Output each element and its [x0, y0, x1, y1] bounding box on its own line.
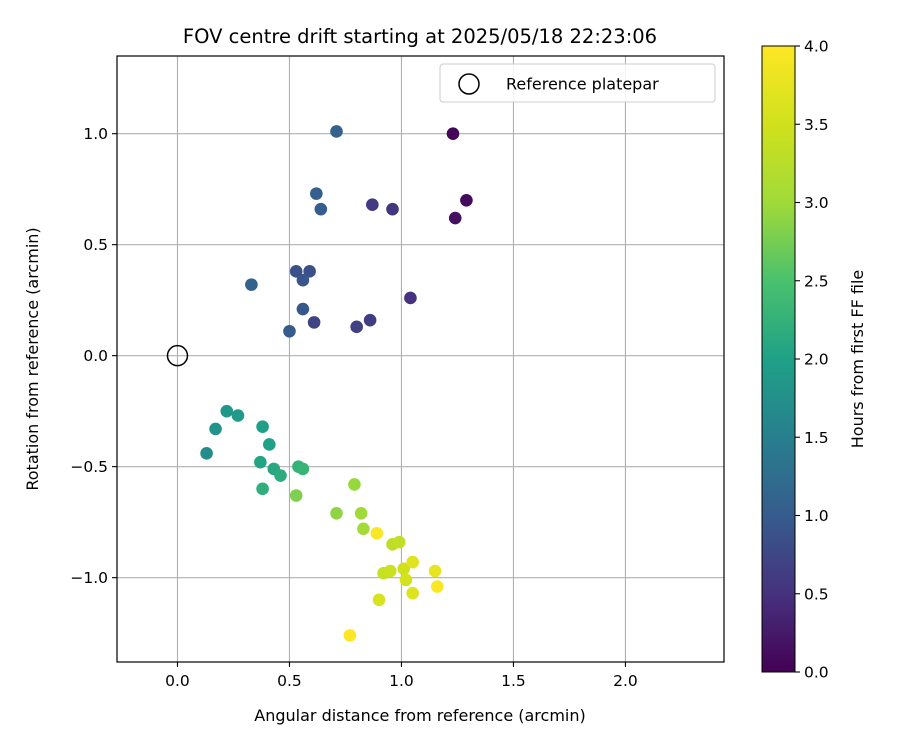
x-tick-label: 1.5 — [501, 672, 526, 690]
data-point — [372, 593, 386, 607]
data-point — [386, 202, 399, 216]
colorbar-tick-label: 4.0 — [804, 38, 829, 56]
x-tick-label: 0.5 — [277, 672, 302, 690]
data-point — [289, 489, 303, 502]
data-point — [448, 211, 462, 225]
reference-point-layer — [166, 344, 189, 367]
data-point — [348, 478, 361, 491]
data-point — [245, 278, 258, 291]
data-point — [256, 482, 269, 496]
data-point — [296, 302, 310, 316]
y-tick-label: 0.0 — [83, 347, 108, 365]
x-axis-ticks: 0.0 0.5 1.0 1.5 2.0 — [165, 662, 638, 690]
y-axis-label: Rotation from reference (arcmin) — [23, 227, 42, 490]
data-point — [307, 316, 321, 329]
data-point — [256, 420, 269, 434]
data-point — [399, 573, 413, 587]
data-point — [330, 125, 343, 138]
data-point — [446, 127, 460, 140]
legend-open-circle-marker — [458, 73, 480, 95]
x-tick-label: 2.0 — [613, 672, 638, 690]
data-point — [363, 313, 377, 327]
y-tick-label: 0.5 — [83, 236, 108, 254]
data-point — [366, 198, 379, 212]
y-tick-label: −1.0 — [70, 569, 108, 587]
data-points — [200, 125, 473, 642]
data-point — [274, 469, 287, 482]
data-point — [430, 580, 444, 593]
data-point — [392, 535, 406, 549]
colorbar-gradient — [761, 45, 796, 673]
data-point — [383, 564, 397, 578]
x-tick-label: 1.0 — [389, 672, 414, 690]
colorbar-tick-label: 2.0 — [804, 351, 829, 369]
reference-platepar-marker — [166, 344, 189, 367]
legend-entry-reference-platepar: Reference platepar — [506, 75, 659, 94]
data-point — [397, 562, 411, 576]
data-point — [406, 586, 419, 600]
data-point — [220, 404, 234, 418]
y-axis-ticks: −1.0 −0.5 0.0 0.5 1.0 — [70, 125, 117, 587]
legend-box — [439, 63, 716, 103]
data-point — [406, 555, 419, 569]
colorbar-tick-label: 3.5 — [804, 116, 829, 134]
x-axis-label: Angular distance from reference (arcmin) — [254, 706, 585, 725]
plot-frame — [116, 55, 725, 663]
data-point — [209, 422, 222, 436]
data-point — [231, 409, 245, 422]
data-point — [303, 265, 316, 278]
data-point — [200, 447, 213, 460]
data-point — [314, 202, 328, 216]
colorbar-tick-label: 1.0 — [804, 507, 829, 525]
data-point — [460, 193, 473, 207]
data-point — [428, 564, 442, 578]
colorbar-tick-label: 3.0 — [804, 194, 829, 212]
data-point — [289, 265, 303, 278]
data-point — [283, 324, 296, 338]
data-point — [296, 462, 310, 476]
y-tick-label: 1.0 — [83, 125, 108, 143]
colorbar: 0.0 0.5 1.0 1.5 2.0 2.5 3.0 3.5 4.0 Hours from f… — [761, 38, 867, 682]
colorbar-tick-label: 2.5 — [804, 272, 829, 290]
data-point — [330, 506, 343, 520]
gridlines — [117, 56, 724, 662]
data-point — [354, 506, 368, 520]
x-tick-label: 0.0 — [165, 672, 190, 690]
colorbar-tick-label: 1.5 — [804, 429, 829, 447]
data-point — [370, 526, 384, 540]
legend: Reference platepar — [439, 63, 716, 103]
data-point — [350, 320, 363, 334]
data-point — [357, 522, 370, 536]
data-point — [263, 438, 276, 451]
colorbar-tick-label: 0.5 — [804, 585, 829, 603]
y-tick-label: −0.5 — [70, 458, 108, 476]
data-point — [404, 291, 417, 305]
colorbar-label: Hours from first FF file — [848, 270, 867, 449]
colorbar-ticks: 0.0 0.5 1.0 1.5 2.0 2.5 3.0 3.5 4.0 — [795, 38, 829, 682]
colorbar-tick-label: 0.0 — [804, 664, 829, 682]
data-point — [343, 629, 357, 642]
data-point — [310, 187, 323, 200]
chart-title: FOV centre drift starting at 2025/05/18 … — [183, 25, 657, 48]
data-point — [254, 455, 267, 469]
data-point — [296, 273, 310, 287]
